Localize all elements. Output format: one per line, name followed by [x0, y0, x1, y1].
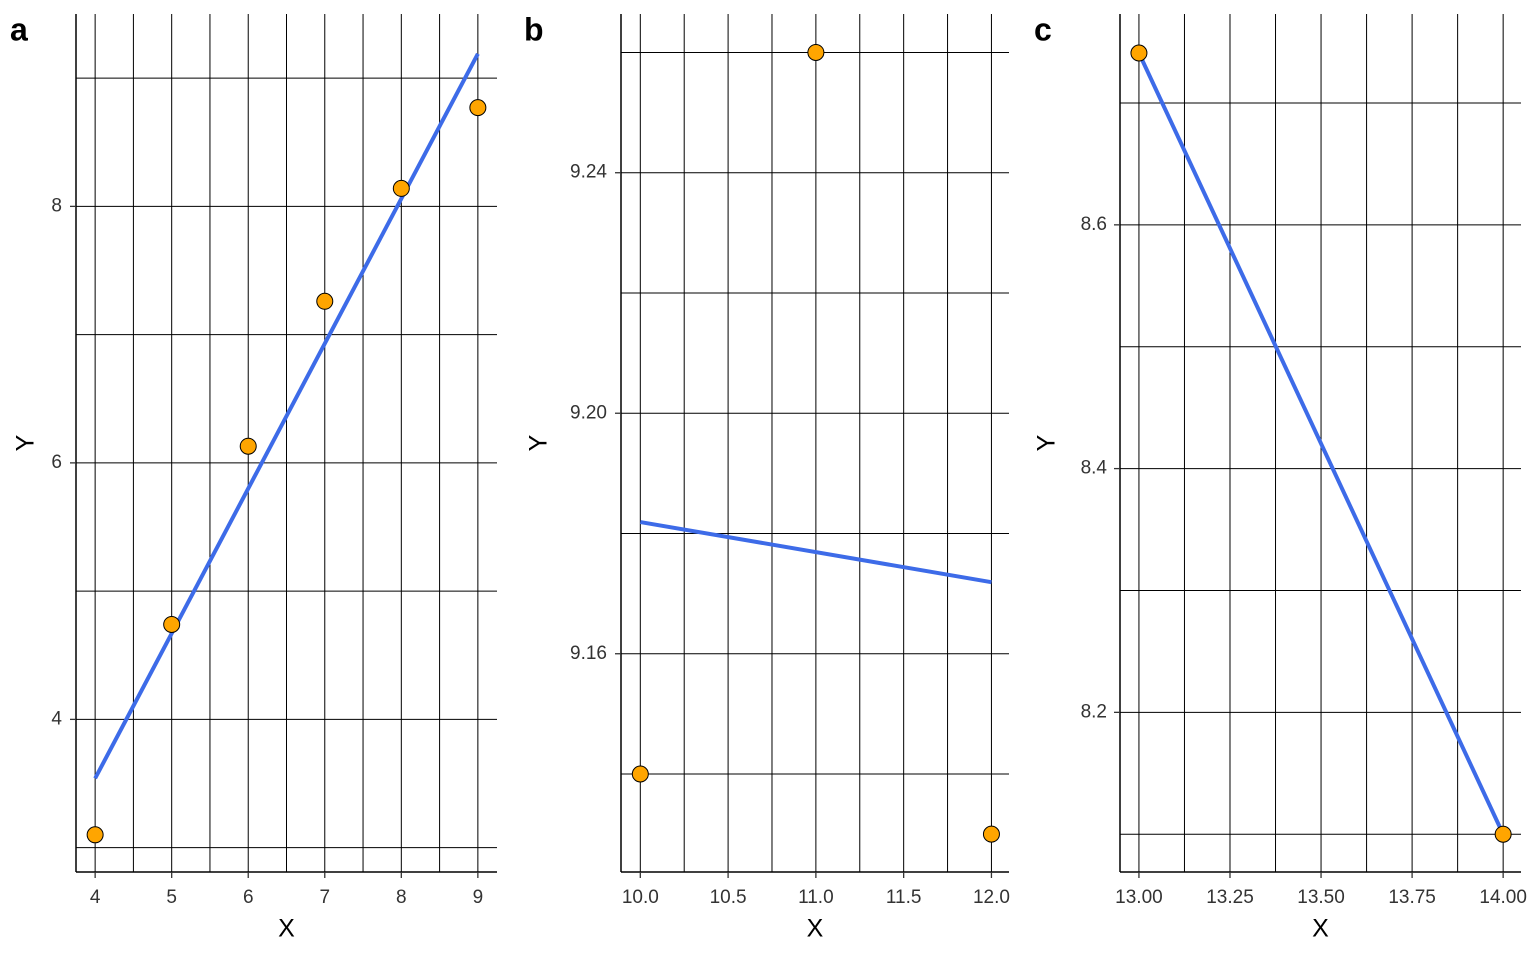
panel-label: a: [10, 11, 28, 47]
point: [807, 43, 825, 61]
x-tick-label: 13.00: [1115, 887, 1163, 908]
point: [631, 765, 649, 783]
x-axis-title: X: [278, 915, 295, 943]
x-tick-label: 5: [166, 887, 177, 908]
x-tick-label: 10.5: [710, 887, 747, 908]
x-tick-label: 4: [90, 887, 101, 908]
y-axis-title: Y: [1033, 434, 1061, 451]
x-tick-label: 13.25: [1206, 887, 1254, 908]
point: [316, 292, 334, 310]
point: [1494, 825, 1512, 843]
y-tick-label: 9.20: [570, 402, 607, 423]
x-axis-title: X: [807, 915, 824, 943]
y-tick-label: 4: [51, 708, 62, 729]
y-tick-label: 9.16: [570, 643, 607, 664]
panel-label: b: [524, 11, 544, 47]
x-tick-label: 9: [473, 887, 484, 908]
y-tick-label: 9.24: [570, 162, 607, 183]
fit-line: [93, 52, 480, 780]
panel: 13.00 13.25 13.50 13.75 14.00 8.2 8.4 8.6 X Yc: [1033, 11, 1527, 942]
x-tick-label: 13.50: [1297, 887, 1345, 908]
point: [982, 825, 1000, 843]
x-tick-label: 11.5: [886, 887, 922, 908]
y-axis-title: Y: [525, 434, 553, 451]
point: [469, 99, 487, 117]
panel: 4 5 6 7 8 9 4 6 8 X Ya: [10, 11, 497, 943]
x-tick-label: 7: [319, 887, 330, 908]
y-tick-label: 8.2: [1081, 701, 1107, 722]
point: [163, 615, 181, 633]
y-axis-title: Y: [12, 434, 40, 451]
x-tick-label: 10.0: [622, 887, 659, 908]
x-tick-label: 12.0: [973, 887, 1010, 908]
x-axis-title: X: [1312, 915, 1329, 943]
fit-line: [639, 520, 992, 585]
y-tick-label: 6: [51, 452, 62, 473]
panel-label: c: [1034, 11, 1052, 47]
panel: 10.0 10.5 11.0 11.5 12.0 9.16 9.20 9.24 X Yb: [524, 11, 1010, 942]
point: [1130, 44, 1148, 62]
point: [239, 437, 257, 455]
fit-line: [1137, 52, 1505, 836]
point: [392, 179, 410, 197]
y-tick-label: 8.4: [1081, 458, 1108, 479]
x-tick-label: 11.0: [798, 887, 834, 908]
y-tick-label: 8: [51, 195, 62, 216]
point: [86, 826, 104, 844]
y-tick-label: 8.6: [1081, 214, 1107, 235]
x-tick-label: 8: [396, 887, 407, 908]
x-tick-label: 6: [243, 887, 254, 908]
x-tick-label: 14.00: [1479, 887, 1527, 908]
x-tick-label: 13.75: [1388, 887, 1436, 908]
